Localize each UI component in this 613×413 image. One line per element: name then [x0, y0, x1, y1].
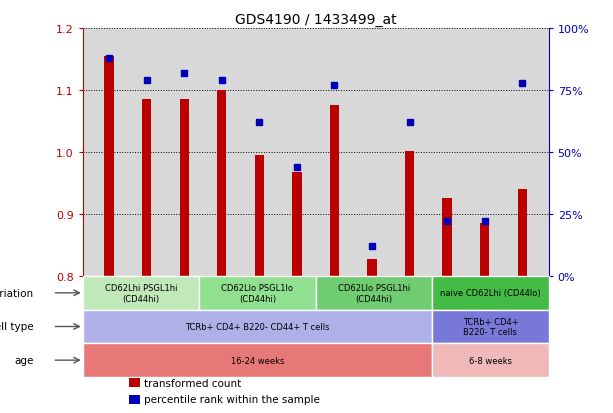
Bar: [517, 190, 527, 276]
Bar: [83, 310, 432, 344]
Text: CD62Llo PSGL1lo
(CD44hi): CD62Llo PSGL1lo (CD44hi): [221, 283, 294, 303]
Text: TCRb+ CD4+
B220- T cells: TCRb+ CD4+ B220- T cells: [463, 317, 518, 336]
Bar: [367, 259, 377, 276]
Bar: [330, 106, 339, 276]
Bar: [142, 100, 151, 276]
Bar: [129, 395, 140, 404]
Text: transformed count: transformed count: [144, 378, 242, 388]
Text: 6-8 weeks: 6-8 weeks: [469, 356, 512, 365]
Text: 16-24 weeks: 16-24 weeks: [230, 356, 284, 365]
Text: CD62Llo PSGL1hi
(CD44hi): CD62Llo PSGL1hi (CD44hi): [338, 283, 410, 303]
Text: age: age: [15, 355, 34, 365]
Text: cell type: cell type: [0, 322, 34, 332]
Bar: [254, 156, 264, 276]
Text: genotype/variation: genotype/variation: [0, 288, 34, 298]
Bar: [104, 57, 114, 276]
Text: CD62Lhi PSGL1hi
(CD44hi): CD62Lhi PSGL1hi (CD44hi): [105, 283, 177, 303]
Bar: [83, 276, 199, 310]
Bar: [443, 199, 452, 276]
Bar: [432, 310, 549, 344]
Title: GDS4190 / 1433499_at: GDS4190 / 1433499_at: [235, 12, 397, 26]
Bar: [480, 224, 489, 276]
Bar: [432, 276, 549, 310]
Bar: [129, 378, 140, 387]
Bar: [199, 276, 316, 310]
Bar: [432, 344, 549, 377]
Bar: [292, 172, 302, 276]
Bar: [180, 100, 189, 276]
Text: percentile rank within the sample: percentile rank within the sample: [144, 394, 320, 404]
Bar: [405, 152, 414, 276]
Bar: [316, 276, 432, 310]
Bar: [217, 91, 226, 276]
Bar: [83, 344, 432, 377]
Text: naive CD62Lhi (CD44lo): naive CD62Lhi (CD44lo): [440, 289, 541, 298]
Text: TCRb+ CD4+ B220- CD44+ T cells: TCRb+ CD4+ B220- CD44+ T cells: [185, 322, 330, 331]
